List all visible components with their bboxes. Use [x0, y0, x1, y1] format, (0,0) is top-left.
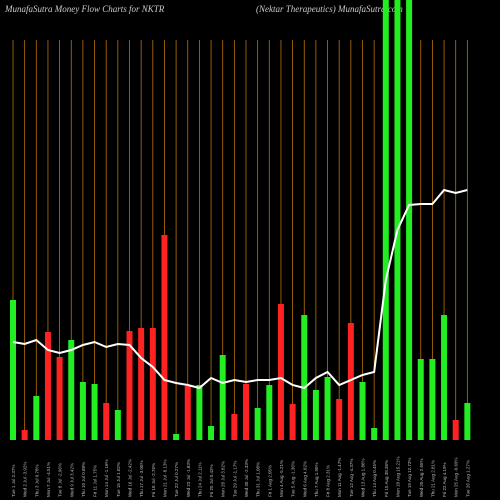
bar — [394, 0, 401, 440]
x-tick-label: Thu 24 Jul 2.11% — [197, 462, 202, 497]
bar — [266, 385, 273, 440]
chart-subtitle: (Nektar Therapeutics) MunafaSutra.com — [256, 4, 403, 14]
x-tick-label: Tue 15 Jul 1.02% — [116, 462, 121, 497]
x-tick-label: Mon 21 Jul -8.13% — [162, 459, 167, 497]
bar — [429, 359, 436, 440]
x-tick-label: Tue 12 Aug -4.37% — [349, 459, 354, 497]
bar — [301, 315, 308, 440]
bar — [417, 359, 424, 440]
bar — [359, 382, 366, 440]
bar — [196, 385, 203, 440]
bar — [56, 357, 63, 440]
bar — [208, 426, 215, 440]
bar — [126, 331, 133, 440]
bar — [184, 386, 191, 440]
x-tick-label: Mon 18 Aug 15.21% — [395, 456, 400, 497]
x-tick-label: Fri 18 Jul -2.76% — [151, 463, 156, 497]
bar — [324, 377, 331, 440]
bar — [231, 414, 238, 440]
bar — [347, 323, 354, 440]
x-tick-label: Wed 23 Jul -1.83% — [186, 459, 191, 497]
x-tick-label: Tue 1 Jul 2.37% — [11, 465, 16, 497]
x-tick-label: Fri 25 Jul 0.42% — [209, 464, 214, 497]
bar — [79, 382, 86, 440]
bar — [382, 0, 389, 440]
money-flow-line — [12, 188, 468, 390]
x-tick-label: Mon 11 Aug -1.47% — [337, 458, 342, 497]
bar — [219, 355, 226, 440]
x-tick-label: Mon 7 Jul -4.51% — [46, 462, 51, 497]
x-tick-label: Fri 22 Aug 4.19% — [442, 462, 447, 497]
bar — [161, 235, 168, 440]
bar — [149, 328, 156, 440]
x-tick-label: Tue 19 Aug 12.73% — [407, 458, 412, 497]
x-tick-label: Thu 14 Aug 0.45% — [372, 460, 377, 497]
bar — [464, 403, 471, 440]
bar — [312, 390, 319, 440]
bar — [243, 384, 249, 440]
x-tick-label: Thu 10 Jul 0.88% — [81, 462, 86, 497]
bar — [44, 332, 51, 440]
x-tick-label: Fri 11 Jul 1.75% — [93, 465, 98, 497]
x-tick-label: Tue 22 Jul 0.27% — [174, 462, 179, 497]
bar — [336, 399, 343, 440]
x-tick-label: Wed 2 Jul -3.92% — [23, 462, 28, 497]
x-tick-label: Thu 7 Aug 1.95% — [314, 462, 319, 497]
chart-title: MunafaSutra Money Flow Charts for NKTR — [4, 4, 165, 14]
x-tick-label: Mon 28 Jul 3.82% — [221, 461, 226, 497]
bar — [441, 315, 448, 440]
x-tick-label: Mon 4 Aug -5.21% — [279, 460, 284, 497]
bar — [103, 403, 110, 440]
x-tick-label: Wed 16 Jul -2.42% — [128, 459, 133, 497]
x-tick-label: Wed 30 Jul -2.33% — [244, 459, 249, 497]
x-tick-label: Fri 15 Aug 38.36% — [384, 460, 389, 497]
x-tick-label: Wed 9 Jul 3.42% — [69, 463, 74, 497]
bar — [21, 430, 28, 440]
x-tick-label: Thu 31 Jul 1.08% — [256, 462, 261, 497]
x-tick-label: Tue 5 Aug -1.36% — [291, 461, 296, 497]
x-tick-label: Thu 17 Jul -3.05% — [139, 460, 144, 497]
bar — [33, 396, 40, 440]
x-tick-label: Mon 25 Aug -0.69% — [454, 457, 459, 497]
x-tick-label: Fri 1 Aug 2.05% — [267, 465, 272, 497]
x-tick-label: Thu 21 Aug 2.81% — [430, 460, 435, 497]
x-tick-label: Wed 13 Aug 1.86% — [361, 459, 366, 497]
x-tick-label: Tue 8 Jul -2.96% — [58, 463, 63, 497]
x-tick-label: Mon 14 Jul -1.16% — [104, 459, 109, 497]
bar — [10, 300, 16, 440]
x-tick-label: Thu 3 Jul 0.78% — [34, 464, 39, 497]
bar — [114, 410, 121, 440]
bar — [289, 404, 296, 440]
bar — [173, 434, 180, 440]
bar — [406, 0, 413, 440]
bar — [371, 428, 378, 440]
x-tick-label: Wed 20 Aug 2.65% — [419, 459, 424, 497]
bar — [91, 384, 98, 440]
x-tick-label: Fri 8 Aug 2.31% — [326, 465, 331, 497]
bar — [277, 304, 284, 440]
x-tick-label: Wed 6 Aug 4.02% — [302, 461, 307, 497]
x-tick-label: Tue 26 Aug 1.27% — [465, 460, 470, 497]
bar — [254, 408, 261, 440]
x-tick-label: Tue 29 Jul -1.17% — [232, 461, 237, 497]
bar — [138, 328, 145, 440]
bar — [68, 340, 75, 440]
bar — [452, 420, 459, 440]
